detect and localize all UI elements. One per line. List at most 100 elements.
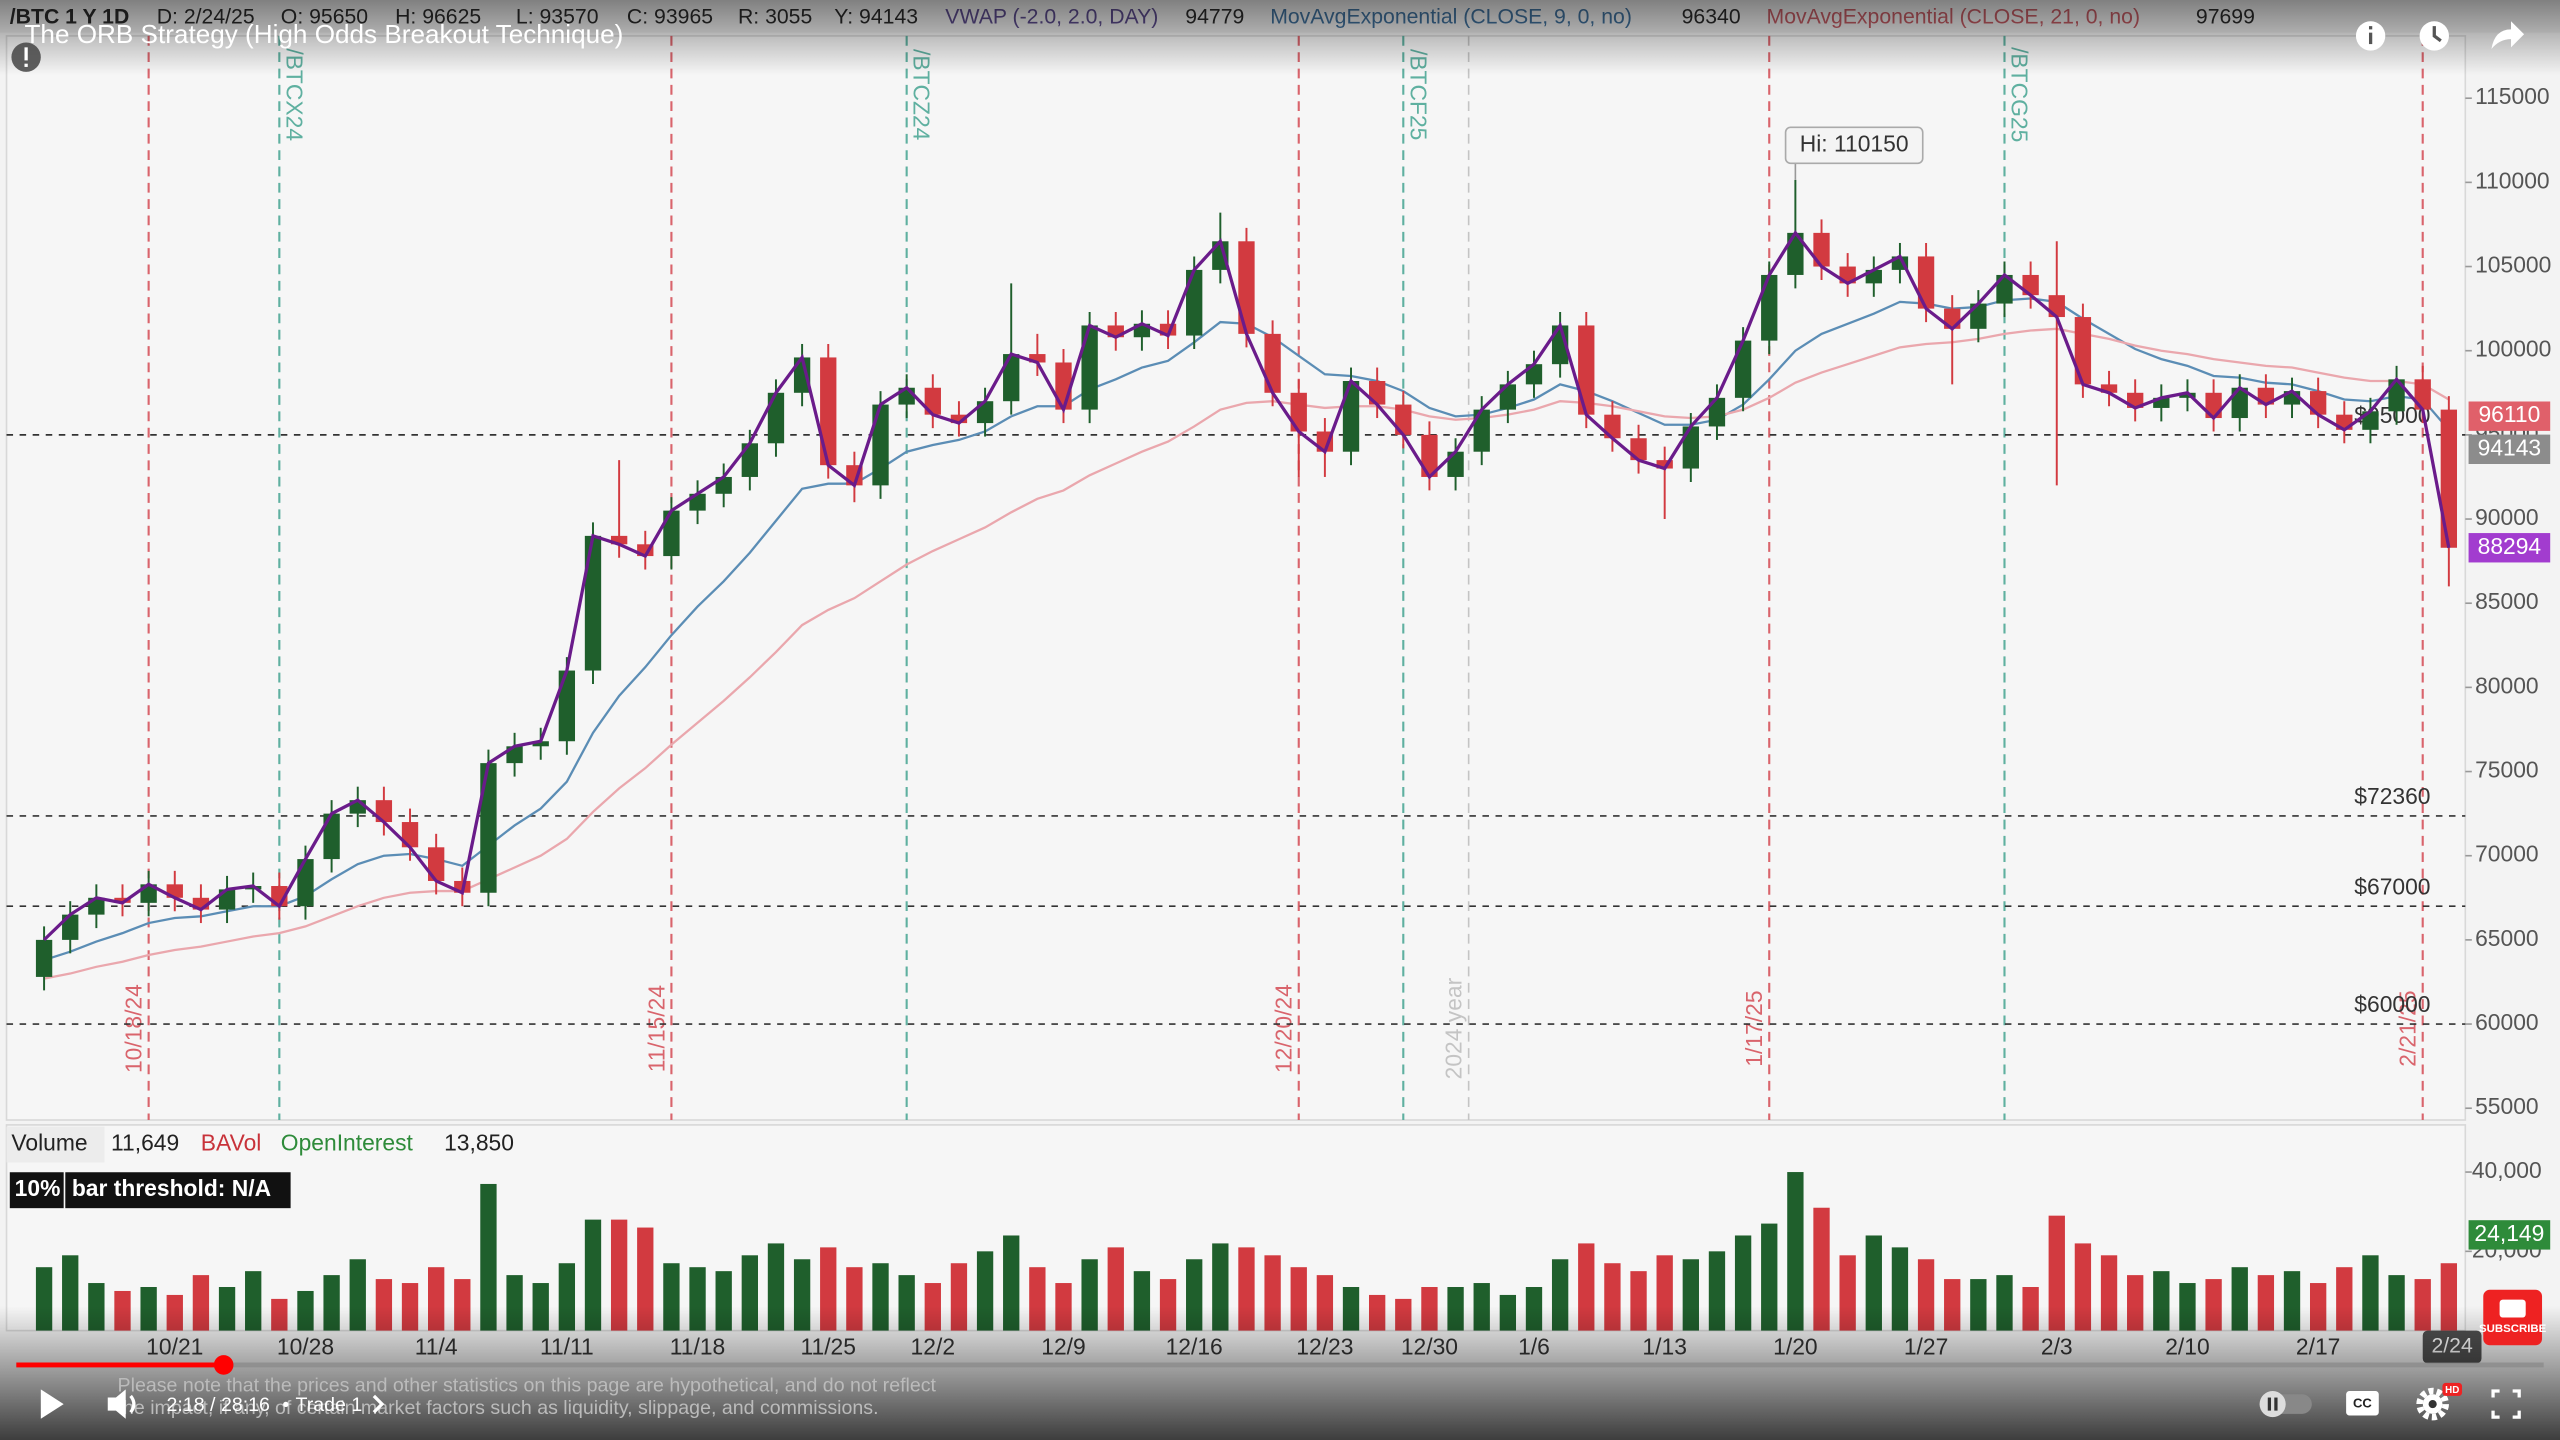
candle-body xyxy=(2231,387,2248,419)
candle-body xyxy=(1656,460,1673,469)
moving-average xyxy=(43,327,2450,980)
label-box xyxy=(65,1172,291,1209)
candle-body xyxy=(767,392,785,444)
volume-bar xyxy=(637,1227,654,1331)
price-level-label: $72360 xyxy=(2354,783,2430,809)
disclaimer: the impact, if any, of certain market fa… xyxy=(118,1397,879,1419)
candle-body xyxy=(1734,340,1752,398)
watch-later-button[interactable] xyxy=(2419,21,2449,51)
candle-body xyxy=(1708,397,1726,427)
volume-badge-label: 24,149 xyxy=(2474,1220,2544,1246)
candle-body xyxy=(480,763,497,893)
candle-body xyxy=(610,535,628,545)
top-gradient xyxy=(0,0,2560,76)
video-title[interactable]: The ORB Strategy (High Odds Breakout Tec… xyxy=(24,19,623,49)
subscribe-text[interactable]: SUBSCRIBE xyxy=(2479,1323,2547,1335)
chapter-title[interactable]: Trade 1 xyxy=(296,1394,363,1416)
svg-text:CC: CC xyxy=(2353,1396,2372,1411)
candle-body xyxy=(1342,381,1360,452)
candle-body xyxy=(1029,354,1046,363)
candle-body xyxy=(1787,232,1804,275)
candle-body xyxy=(2153,397,2170,408)
candle-body xyxy=(1499,384,1517,410)
price-level-label: $67000 xyxy=(2354,873,2430,899)
candle-body xyxy=(1159,323,1177,336)
high-box xyxy=(1784,126,1924,165)
candle-body xyxy=(1473,409,1490,452)
candle-body xyxy=(35,939,53,977)
volume-bar xyxy=(2048,1215,2065,1331)
candle-body xyxy=(637,544,654,557)
candle-body xyxy=(2074,317,2092,385)
y-tick-label: 40,000 xyxy=(2472,1157,2542,1183)
close-line xyxy=(42,230,2451,942)
candle-body xyxy=(924,387,941,415)
volume-bar xyxy=(1787,1172,1804,1331)
progress-scrubber[interactable] xyxy=(213,1355,234,1375)
volume-bar xyxy=(1813,1207,1830,1331)
candle-body xyxy=(663,510,680,557)
bottom-gradient xyxy=(0,1306,2560,1440)
price-badge-label: 94143 xyxy=(2478,434,2542,460)
expiry-label: 10/18/24 xyxy=(121,984,147,1073)
candle-body xyxy=(532,741,549,747)
expiry-label: 11/15/24 xyxy=(643,985,669,1073)
play-button[interactable] xyxy=(40,1389,64,1419)
candle-body xyxy=(114,897,131,903)
price-badge xyxy=(2468,533,2551,563)
candle-body xyxy=(1996,274,2013,304)
volume-pane xyxy=(5,1124,2467,1332)
expiry-label: 1/17/25 xyxy=(1741,990,1767,1066)
label-box xyxy=(9,1172,64,1209)
fullscreen-button[interactable] xyxy=(2491,1389,2521,1419)
candle-body xyxy=(1917,256,1935,309)
volume-label: Volume xyxy=(11,1130,87,1156)
candle-body xyxy=(1107,325,1124,338)
candle-body xyxy=(1970,303,1987,329)
bavol-label: BAVol xyxy=(201,1130,262,1156)
alert-icon[interactable] xyxy=(11,42,41,72)
candle-body xyxy=(2414,379,2431,410)
y-tick-label: 90000 xyxy=(2475,504,2539,530)
candle-body xyxy=(1682,426,1699,469)
separator: • xyxy=(282,1394,289,1416)
info-button[interactable] xyxy=(2355,21,2386,51)
volume-bar xyxy=(1761,1223,1778,1331)
volume-bar xyxy=(584,1219,602,1331)
price-badge-label: 88294 xyxy=(2478,533,2542,559)
candle-body xyxy=(1003,354,1020,402)
price-pane xyxy=(5,35,2467,1121)
candle-body xyxy=(428,847,445,881)
year-label: 2024 year xyxy=(1441,977,1467,1079)
candle-body xyxy=(62,914,79,940)
price-badge xyxy=(2468,401,2551,431)
settings-button[interactable] xyxy=(2416,1382,2463,1421)
share-button[interactable] xyxy=(2491,21,2525,49)
volume-button[interactable] xyxy=(107,1389,136,1419)
label-box xyxy=(6,1126,105,1163)
volume-badge xyxy=(2468,1220,2551,1250)
candle-body xyxy=(820,357,837,466)
y-tick-label: 80000 xyxy=(2475,672,2539,698)
candle-body xyxy=(1578,325,1595,415)
chapter-arrow[interactable] xyxy=(372,1394,385,1414)
candle-body xyxy=(192,897,210,910)
open-interest-value: 13,850 xyxy=(444,1130,514,1156)
price-level-label: $60000 xyxy=(2354,991,2430,1017)
candle-body xyxy=(323,813,340,860)
candle-body xyxy=(741,443,758,477)
subscribe-icon xyxy=(2499,1299,2526,1318)
y-tick-label: 75000 xyxy=(2475,757,2539,783)
y-tick-label: 110000 xyxy=(2475,167,2550,193)
candle-body xyxy=(2388,379,2405,412)
candle-body xyxy=(1081,325,1098,410)
y-tick-label: 100000 xyxy=(2475,336,2551,362)
candle-body xyxy=(2100,384,2118,393)
autoplay-toggle[interactable] xyxy=(2259,1391,2312,1418)
y-tick-label: 65000 xyxy=(2475,925,2539,951)
candle-body xyxy=(1761,274,1778,341)
candle-body xyxy=(2440,409,2458,548)
captions-button[interactable]: CC xyxy=(2346,1391,2379,1416)
candle-body xyxy=(401,822,419,848)
candle-body xyxy=(793,357,811,393)
